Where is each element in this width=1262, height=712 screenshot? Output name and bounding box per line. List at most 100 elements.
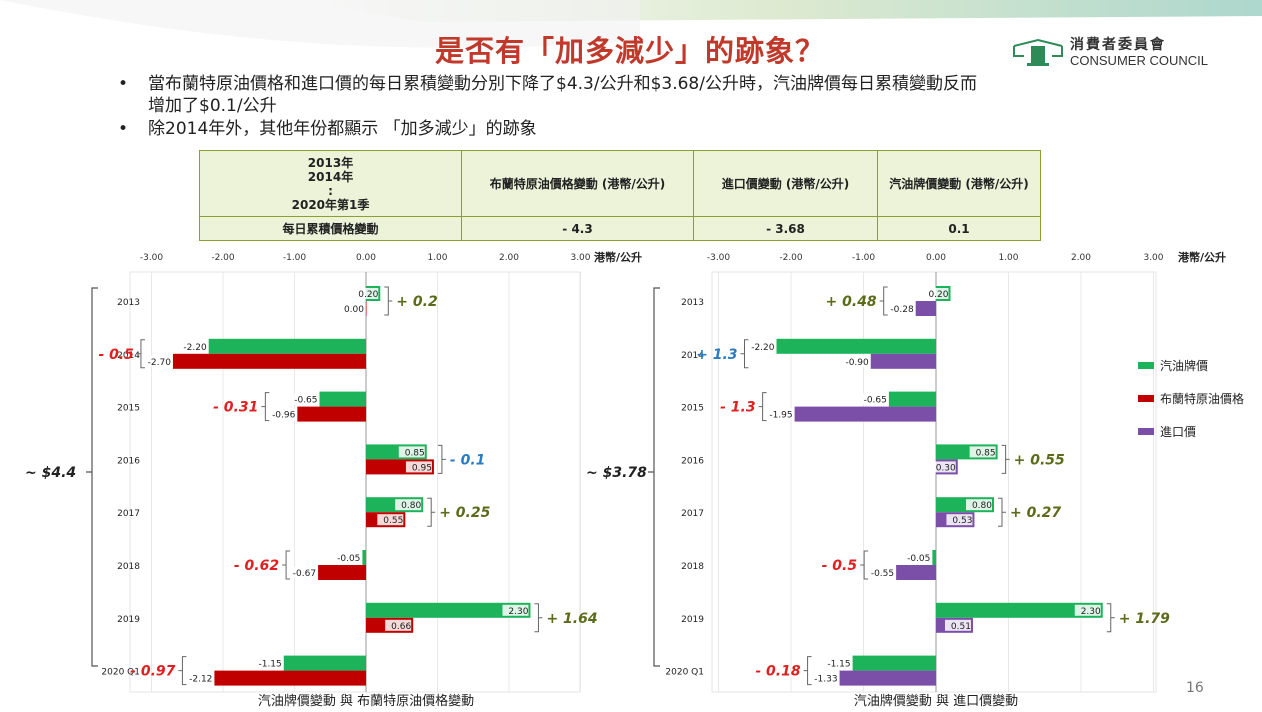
- chart-pump-vs-brent: -3.00 -2.00 -1.00 0.00 1.00 2.00 3.00 港幣/公升 2013…: [25, 250, 642, 709]
- annotation-bracket: [261, 392, 270, 422]
- total-label: ~ $4.4: [25, 465, 76, 481]
- brent-header: 布蘭特原油價格變動 (港幣/公升): [461, 150, 694, 217]
- value-label-bg: [887, 303, 914, 314]
- bar: [318, 565, 366, 580]
- value-label-bg: [946, 514, 973, 526]
- page-number: 16: [1186, 680, 1204, 696]
- value-label-bg: [377, 514, 404, 526]
- category-label: 2018: [681, 562, 704, 572]
- value-label-bg: [1074, 604, 1101, 616]
- bar: [839, 670, 936, 686]
- value-label: 0.95: [412, 463, 432, 473]
- annotation-label: + 0.48: [826, 294, 877, 310]
- value-label: 0.20: [928, 290, 948, 300]
- value-label: -0.28: [890, 305, 914, 315]
- value-label-bg: [904, 552, 931, 563]
- plot-area: [711, 271, 1157, 693]
- category-label: 2014: [681, 351, 704, 361]
- scales-icon: [1013, 38, 1063, 66]
- bar: [319, 391, 366, 407]
- value-label-bg: [398, 446, 425, 458]
- value-label: -0.05: [907, 554, 930, 564]
- pump-header: 汽油牌價變動 (港幣/公升): [877, 150, 1041, 217]
- value-label-bg: [922, 288, 949, 299]
- bar: [366, 301, 367, 316]
- chart-title: 汽油牌價變動 與 進口價變動: [854, 693, 1018, 709]
- category-label: 2018: [117, 562, 140, 572]
- unit-label: 港幣/公升: [594, 250, 642, 264]
- legend: 汽油牌價 布蘭特原油價格 進口價: [1138, 358, 1244, 457]
- bullet-list: 當布蘭特原油價格和進口價的每日累積變動分別下降了$4.3/公升和$3.68/公升…: [118, 73, 978, 140]
- annotation-label: - 0.18: [755, 664, 800, 680]
- consumer-council-logo: 消費者委員會 CONSUMER COUNCIL: [1010, 34, 1250, 74]
- value-label-bg: [291, 393, 318, 405]
- annotation-label: - 0.5: [98, 347, 134, 363]
- category-label: 2020 Q1: [665, 668, 704, 678]
- annotation-bracket: [178, 656, 187, 686]
- value-label-bg: [180, 340, 207, 352]
- annotation-label: + 1.79: [1119, 611, 1170, 627]
- annotation-label: + 1.64: [546, 611, 597, 627]
- pump-value: 0.1: [877, 216, 1041, 241]
- annotation-label: - 0.5: [822, 558, 858, 574]
- value-label-bg: [868, 567, 895, 578]
- category-label: 2020 Q1: [101, 668, 140, 678]
- bar: [208, 338, 366, 354]
- annotation-bracket: [534, 603, 543, 633]
- annotation-bracket: [384, 286, 393, 316]
- category-label: 2016: [681, 456, 704, 466]
- value-label: -0.65: [864, 396, 887, 406]
- chart-title: 汽油牌價變動 與 布蘭特原油價格變動: [258, 693, 474, 709]
- value-label: -2.12: [189, 675, 212, 685]
- page-title: 是否有「加多減少」的跡象？: [434, 34, 825, 68]
- annotation-bracket: [740, 339, 749, 369]
- value-label-bg: [824, 657, 851, 669]
- annotation-bracket: [1001, 444, 1010, 474]
- value-label: 0.20: [358, 290, 378, 300]
- value-label-bg: [269, 408, 296, 420]
- bar: [870, 353, 936, 369]
- unit-label: 港幣/公升: [1178, 250, 1226, 264]
- value-label: -0.96: [272, 411, 296, 421]
- legend-item-import: 進口價: [1138, 424, 1244, 457]
- annotation-label: + 0.27: [1010, 505, 1061, 521]
- annotation-label: - 0.97: [130, 664, 175, 680]
- x-tick-label: 2.00: [499, 253, 519, 263]
- value-label: -2.20: [183, 343, 207, 353]
- value-label: 0.85: [405, 448, 425, 458]
- value-label-bg: [811, 672, 838, 684]
- x-tick-label: 0.00: [926, 253, 946, 263]
- value-label: 0.55: [383, 516, 403, 526]
- total-brace: [648, 287, 660, 667]
- x-tick-label: -2.00: [779, 253, 803, 263]
- value-label-bg: [334, 552, 361, 563]
- value-label-bg: [966, 499, 992, 511]
- bar: [932, 550, 936, 565]
- value-label-bg: [144, 355, 171, 367]
- value-label: -0.55: [871, 569, 894, 579]
- annotation-bracket: [427, 497, 436, 527]
- value-label-bg: [748, 340, 775, 352]
- value-label-bg: [290, 567, 317, 578]
- value-label-bg: [255, 657, 282, 669]
- value-label: 0.53: [952, 516, 972, 526]
- x-tick-label: -1.00: [852, 253, 876, 263]
- value-label-bg: [395, 499, 422, 511]
- x-tick-label: 3.00: [1143, 253, 1163, 263]
- value-label-bg: [766, 408, 793, 420]
- legend-item-pump: 汽油牌價: [1138, 358, 1244, 391]
- logo-english-name: CONSUMER COUNCIL: [1070, 53, 1208, 68]
- value-label: 2.30: [1081, 607, 1101, 617]
- value-label-bg: [842, 355, 869, 367]
- bar: [852, 655, 936, 671]
- x-tick-label: 3.00: [570, 253, 590, 263]
- row-label: 每日累積價格變動: [199, 216, 462, 241]
- value-label: -0.05: [337, 554, 360, 564]
- value-label: -0.65: [294, 396, 317, 406]
- bullet-2: 除2014年外，其他年份都顯示 「加多減少」的跡象: [118, 118, 978, 140]
- x-tick-label: -3.00: [707, 253, 731, 263]
- logo-chinese-name: 消費者委員會: [1070, 37, 1166, 53]
- bar: [214, 670, 366, 686]
- plot-area: [129, 271, 581, 693]
- x-tick-label: 1.00: [427, 253, 447, 263]
